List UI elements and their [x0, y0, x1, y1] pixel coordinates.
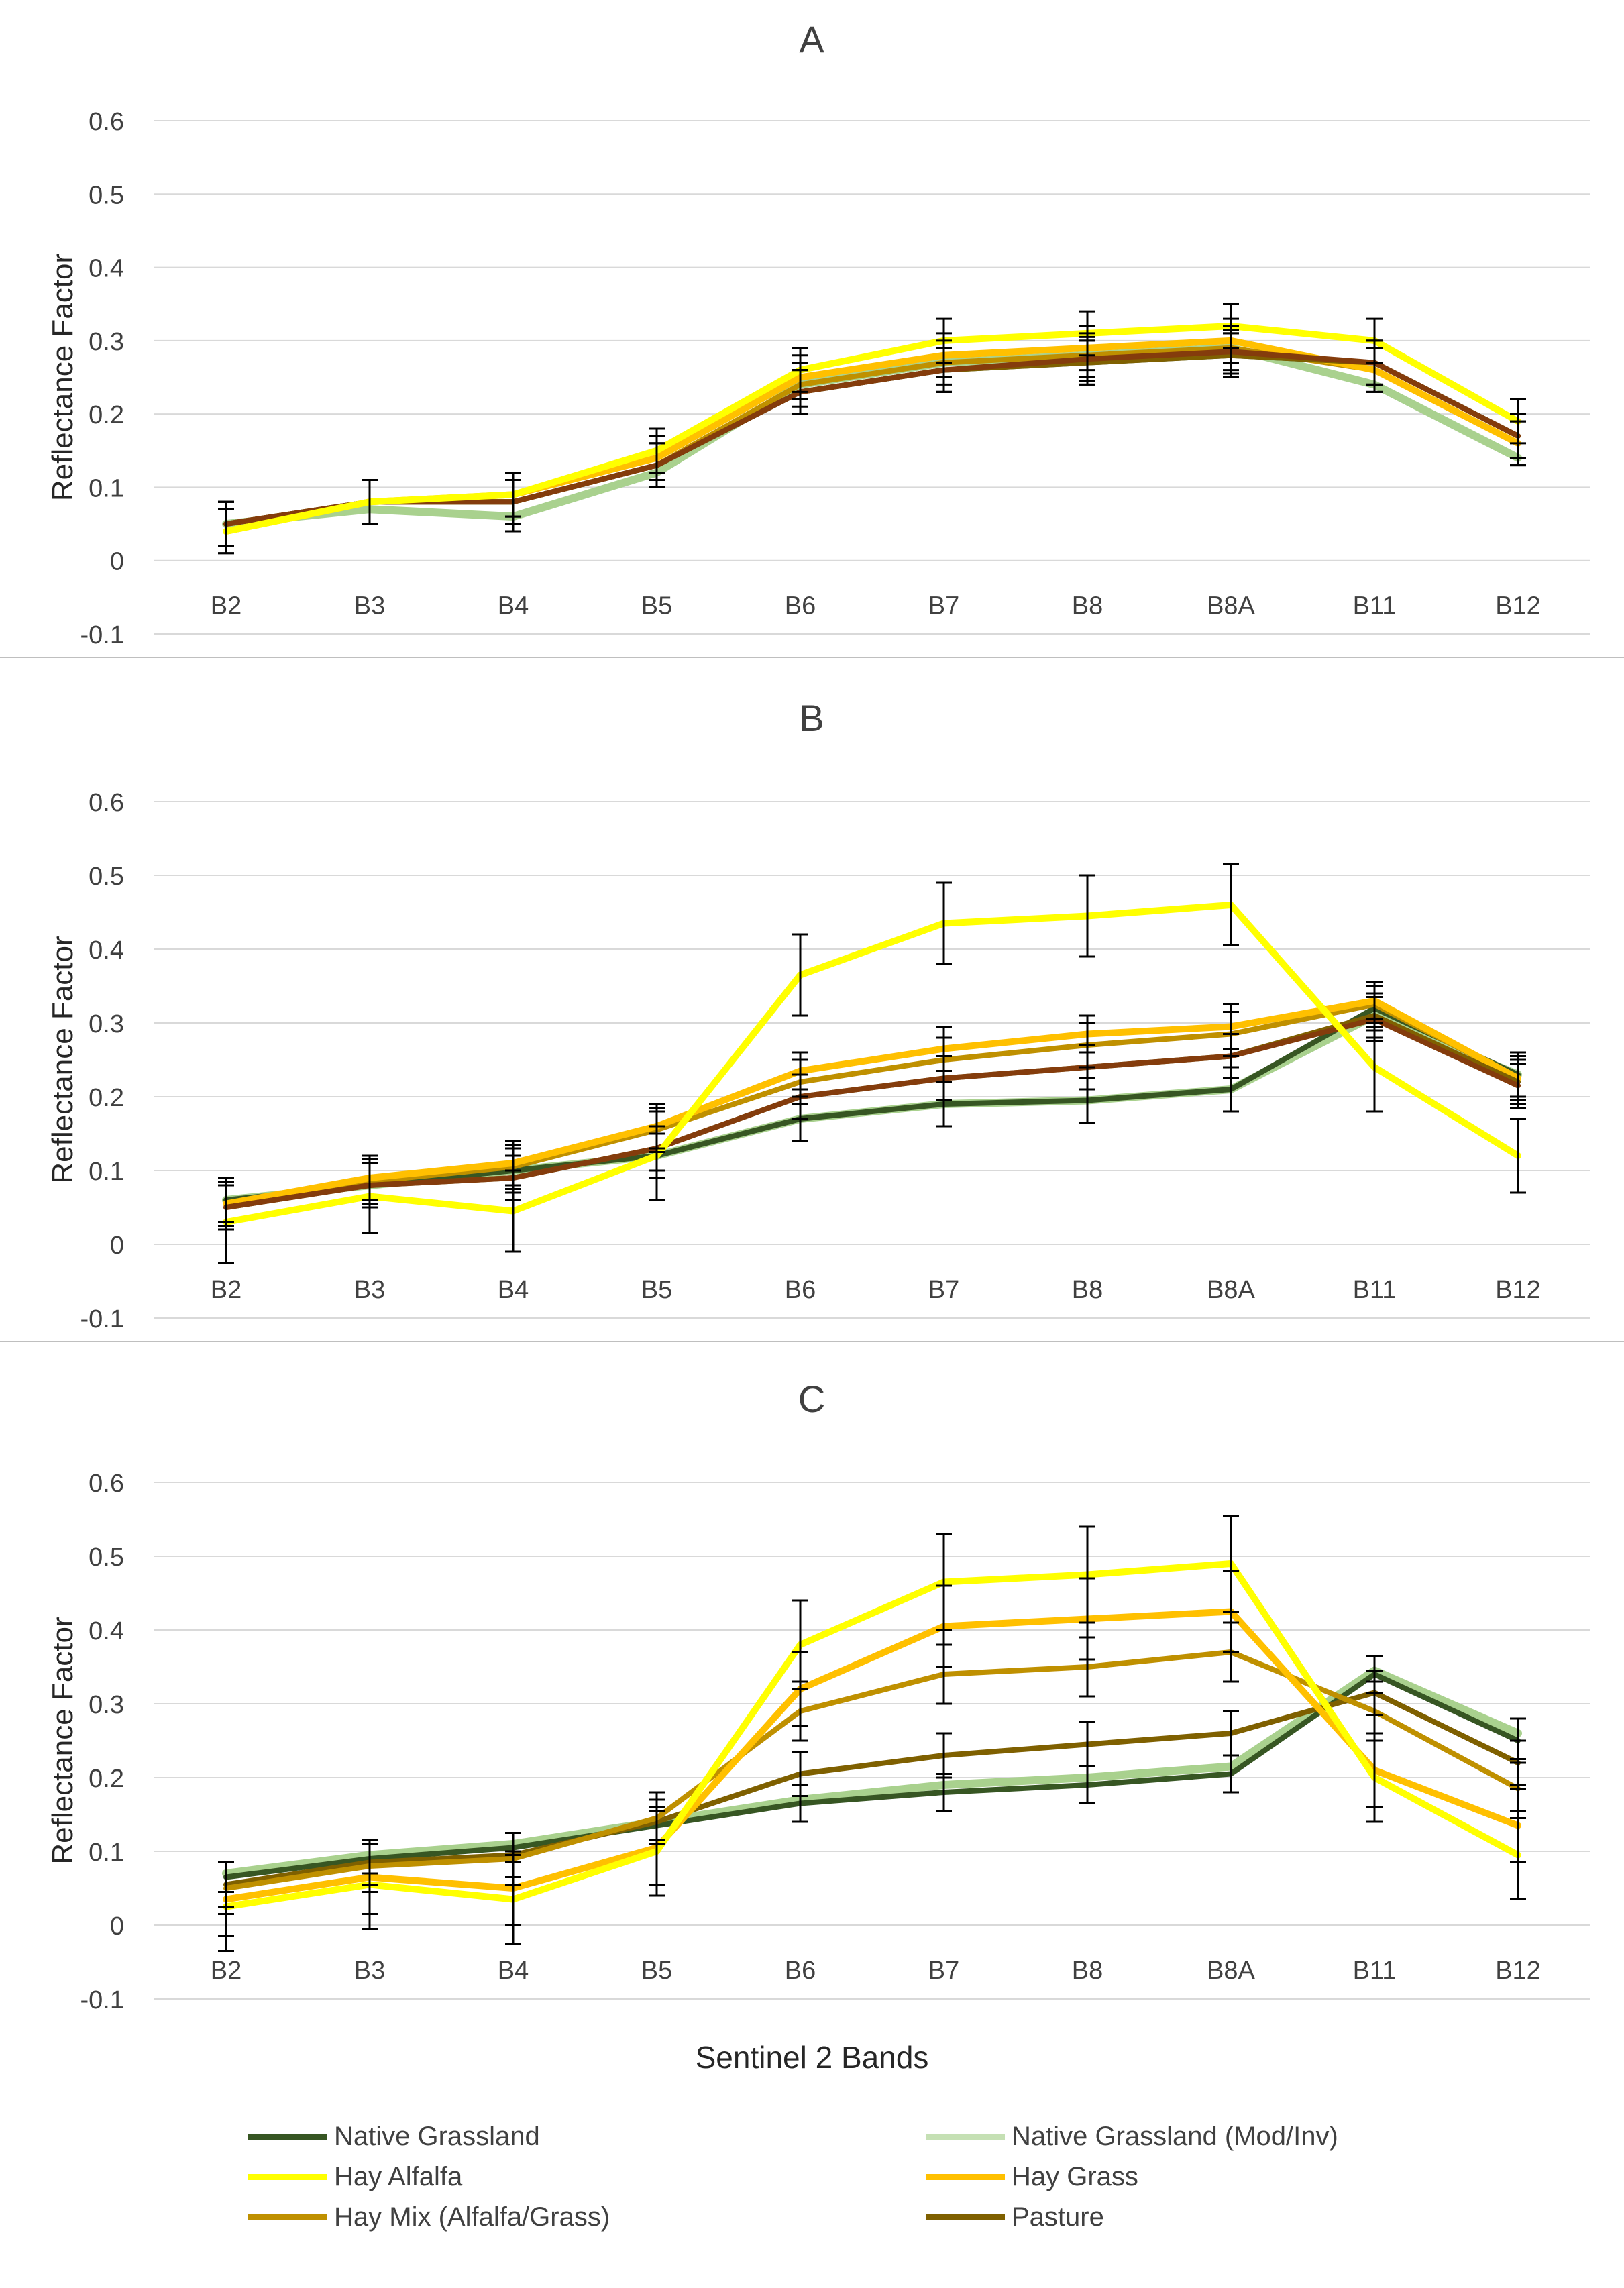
- y-tick-label: 0.2: [89, 1084, 124, 1112]
- y-tick-label: 0.3: [89, 1691, 124, 1719]
- chart-title: B: [799, 697, 824, 739]
- y-tick-label: 0.4: [89, 1617, 124, 1645]
- series-line-hay-mix-alfalfa-grass: [223, 1649, 1521, 1891]
- x-tick-label: B3: [354, 1957, 385, 1985]
- x-tick-label: B5: [641, 1276, 672, 1304]
- series-line-pasture: [223, 1690, 1521, 1888]
- legend-label: Native Grassland (Mod/Inv): [1012, 2121, 1338, 2151]
- x-tick-label: B11: [1353, 1957, 1397, 1985]
- x-tick-label: B11: [1353, 1276, 1397, 1304]
- x-tick-label: B7: [928, 1276, 959, 1304]
- y-axis-label: Reflectance Factor: [46, 254, 79, 501]
- y-tick-label: 0.1: [89, 1839, 124, 1867]
- legend-label: Pasture: [1012, 2201, 1104, 2232]
- x-axis-title: Sentinel 2 Bands: [695, 2040, 929, 2075]
- legend-label: Hay Alfalfa: [334, 2161, 463, 2191]
- legend-swatch: [926, 2173, 1005, 2180]
- legend-item-hay-mix: Hay Mix (Alfalfa/Grass): [248, 2197, 610, 2237]
- chart-panel-a: A -0.1 0 0.1 0.2 0.3 0.4 0.5 0.6 Reflectance Fact…: [0, 18, 1624, 658]
- x-tick-label: B4: [498, 1276, 529, 1304]
- x-tick-label: B6: [785, 1957, 816, 1985]
- y-tick-label: 0.6: [89, 789, 124, 817]
- x-tick-label: B3: [354, 592, 385, 620]
- y-tick-label: 0.1: [89, 474, 124, 502]
- y-tick-label: 0.1: [89, 1158, 124, 1186]
- x-tick-label: B8A: [1207, 1957, 1255, 1985]
- y-tick-label: 0: [110, 1912, 124, 1941]
- x-tick-label: B4: [498, 1957, 529, 1985]
- x-tick-label: B8: [1072, 1276, 1103, 1304]
- y-tick-label: 0.3: [89, 1010, 124, 1038]
- x-tick-label: B11: [1353, 592, 1397, 620]
- legend: Native Grassland Native Grassland (Mod/I…: [248, 2116, 1523, 2264]
- y-tick-label: 0.3: [89, 328, 124, 356]
- legend-label: Hay Grass: [1012, 2161, 1138, 2191]
- x-tick-label: B8: [1072, 1957, 1103, 1985]
- y-tick-label: 0.5: [89, 863, 124, 891]
- y-tick-label: 0.6: [89, 1470, 124, 1498]
- y-tick-label: 0: [110, 1232, 124, 1260]
- y-axis-label: Reflectance Factor: [46, 936, 79, 1183]
- y-axis-label: Reflectance Factor: [46, 1617, 79, 1864]
- x-tick-label: B8: [1072, 592, 1103, 620]
- series-line-hay-grass: [223, 997, 1521, 1207]
- x-tick-label: B12: [1495, 1957, 1541, 1985]
- x-tick-label: B2: [211, 1957, 241, 1985]
- legend-item-hay-alfalfa: Hay Alfalfa: [248, 2157, 462, 2197]
- y-tick-label: -0.1: [80, 621, 124, 649]
- legend-item-hay-grass: Hay Grass: [926, 2157, 1138, 2197]
- legend-item-native-grassland-mod-inv: Native Grassland (Mod/Inv): [926, 2116, 1338, 2157]
- legend-item-pasture: Pasture: [926, 2197, 1104, 2237]
- x-tick-label: B12: [1495, 592, 1541, 620]
- x-tick-label: B7: [928, 1957, 959, 1985]
- y-tick-label: -0.1: [80, 1305, 124, 1333]
- y-tick-label: 0.2: [89, 1765, 124, 1793]
- series-line-hay-alfalfa: [223, 902, 1521, 1225]
- series-line-dark-red: [223, 349, 1521, 527]
- chart-panel-c: C -0.1 0 0.1 0.2 0.3 0.4 0.5 0.6 Reflectance Fact…: [46, 1378, 1590, 2014]
- y-tick-label: 0.5: [89, 181, 124, 209]
- y-tick-label: -0.1: [80, 1986, 124, 2014]
- x-tick-label: B2: [211, 1276, 241, 1304]
- x-tick-label: B8A: [1207, 592, 1255, 620]
- legend-swatch: [248, 2173, 327, 2180]
- x-tick-label: B6: [785, 592, 816, 620]
- x-tick-label: B12: [1495, 1276, 1541, 1304]
- y-tick-label: 0: [110, 548, 124, 576]
- series-line-native-grassland: [223, 1005, 1521, 1203]
- x-tick-label: B6: [785, 1276, 816, 1304]
- series-line-hay-mix-alfalfa-grass: [223, 1001, 1521, 1207]
- series-line-hay-grass: [223, 1608, 1521, 1903]
- y-tick-label: 0.4: [89, 936, 124, 965]
- legend-label: Native Grassland: [334, 2121, 540, 2151]
- series-line-hay-alfalfa: [223, 323, 1521, 535]
- legend-swatch: [926, 2133, 1005, 2140]
- legend-item-native-grassland: Native Grassland: [248, 2116, 540, 2157]
- y-tick-label: 0.4: [89, 255, 124, 283]
- x-tick-label: B7: [928, 592, 959, 620]
- chart-panel-b: B -0.1 0 0.1 0.2 0.3 0.4 0.5 0.6 Reflectance Fact…: [0, 697, 1624, 1342]
- y-tick-label: 0.2: [89, 401, 124, 429]
- series-line-hay-alfalfa: [223, 1560, 1521, 1910]
- y-tick-label: 0.6: [89, 108, 124, 136]
- legend-swatch: [248, 2133, 327, 2140]
- chart-title: C: [798, 1378, 825, 1420]
- x-tick-label: B8A: [1207, 1276, 1255, 1304]
- x-tick-label: B5: [641, 1957, 672, 1985]
- x-tick-label: B5: [641, 592, 672, 620]
- series-line-native-grassland-mod-inv: [222, 1666, 1522, 1877]
- series-line-dark-red: [223, 1016, 1521, 1210]
- legend-swatch: [248, 2214, 327, 2220]
- x-tick-label: B2: [211, 592, 241, 620]
- x-tick-label: B4: [498, 592, 529, 620]
- y-tick-label: 0.5: [89, 1543, 124, 1572]
- legend-label: Hay Mix (Alfalfa/Grass): [334, 2201, 610, 2232]
- chart-title: A: [799, 18, 824, 60]
- series-line-native-grassland: [223, 1672, 1521, 1880]
- legend-swatch: [926, 2214, 1005, 2220]
- x-tick-label: B3: [354, 1276, 385, 1304]
